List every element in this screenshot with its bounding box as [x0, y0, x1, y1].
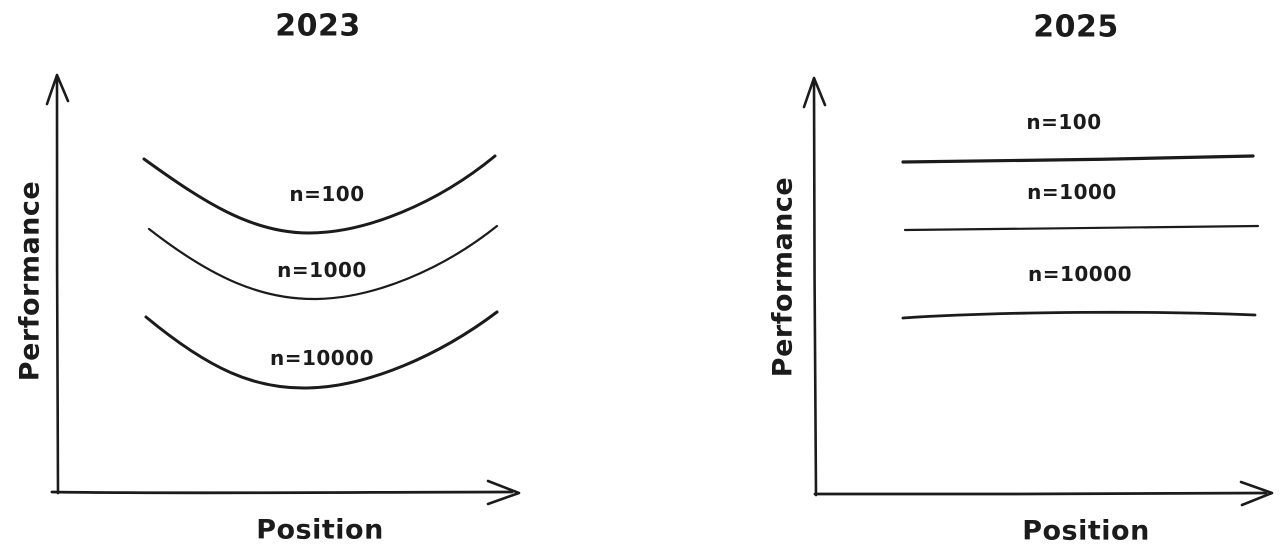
left-y-axis — [55, 74, 60, 495]
left-x-axis — [50, 490, 514, 495]
right-series-label-n10000: n=10000 — [1027, 262, 1133, 286]
right-series-label-n1000: n=1000 — [1027, 180, 1117, 204]
curve-2023-n1000 — [147, 224, 499, 301]
right-y-axis — [812, 78, 818, 497]
curve-2023-n10000 — [144, 310, 499, 390]
right-x-axis — [813, 491, 1268, 496]
left-y-axis-label: Performance — [14, 180, 46, 382]
line-2025-n10000 — [901, 310, 1257, 320]
right-y-axis-label: Performance — [767, 176, 799, 378]
line-2025-n100 — [901, 154, 1255, 164]
left-x-axis-arrowhead-icon — [486, 479, 521, 506]
right-series-label-n100: n=100 — [1026, 110, 1102, 134]
right-x-axis-arrowhead-icon — [1239, 480, 1274, 507]
right-y-axis-arrowhead-icon — [802, 76, 827, 109]
left-series-label-n10000: n=10000 — [269, 346, 375, 370]
left-series-label-n100: n=100 — [289, 182, 365, 206]
left-x-axis-label: Position — [256, 514, 384, 546]
left-series-label-n1000: n=1000 — [277, 258, 367, 282]
left-y-axis-arrowhead-icon — [45, 73, 70, 106]
line-2025-n1000 — [903, 224, 1260, 232]
right-chart-title: 2025 — [1033, 9, 1119, 45]
left-chart-title: 2023 — [275, 8, 361, 44]
right-x-axis-label: Position — [1022, 515, 1150, 547]
curve-2023-n100 — [142, 154, 497, 235]
